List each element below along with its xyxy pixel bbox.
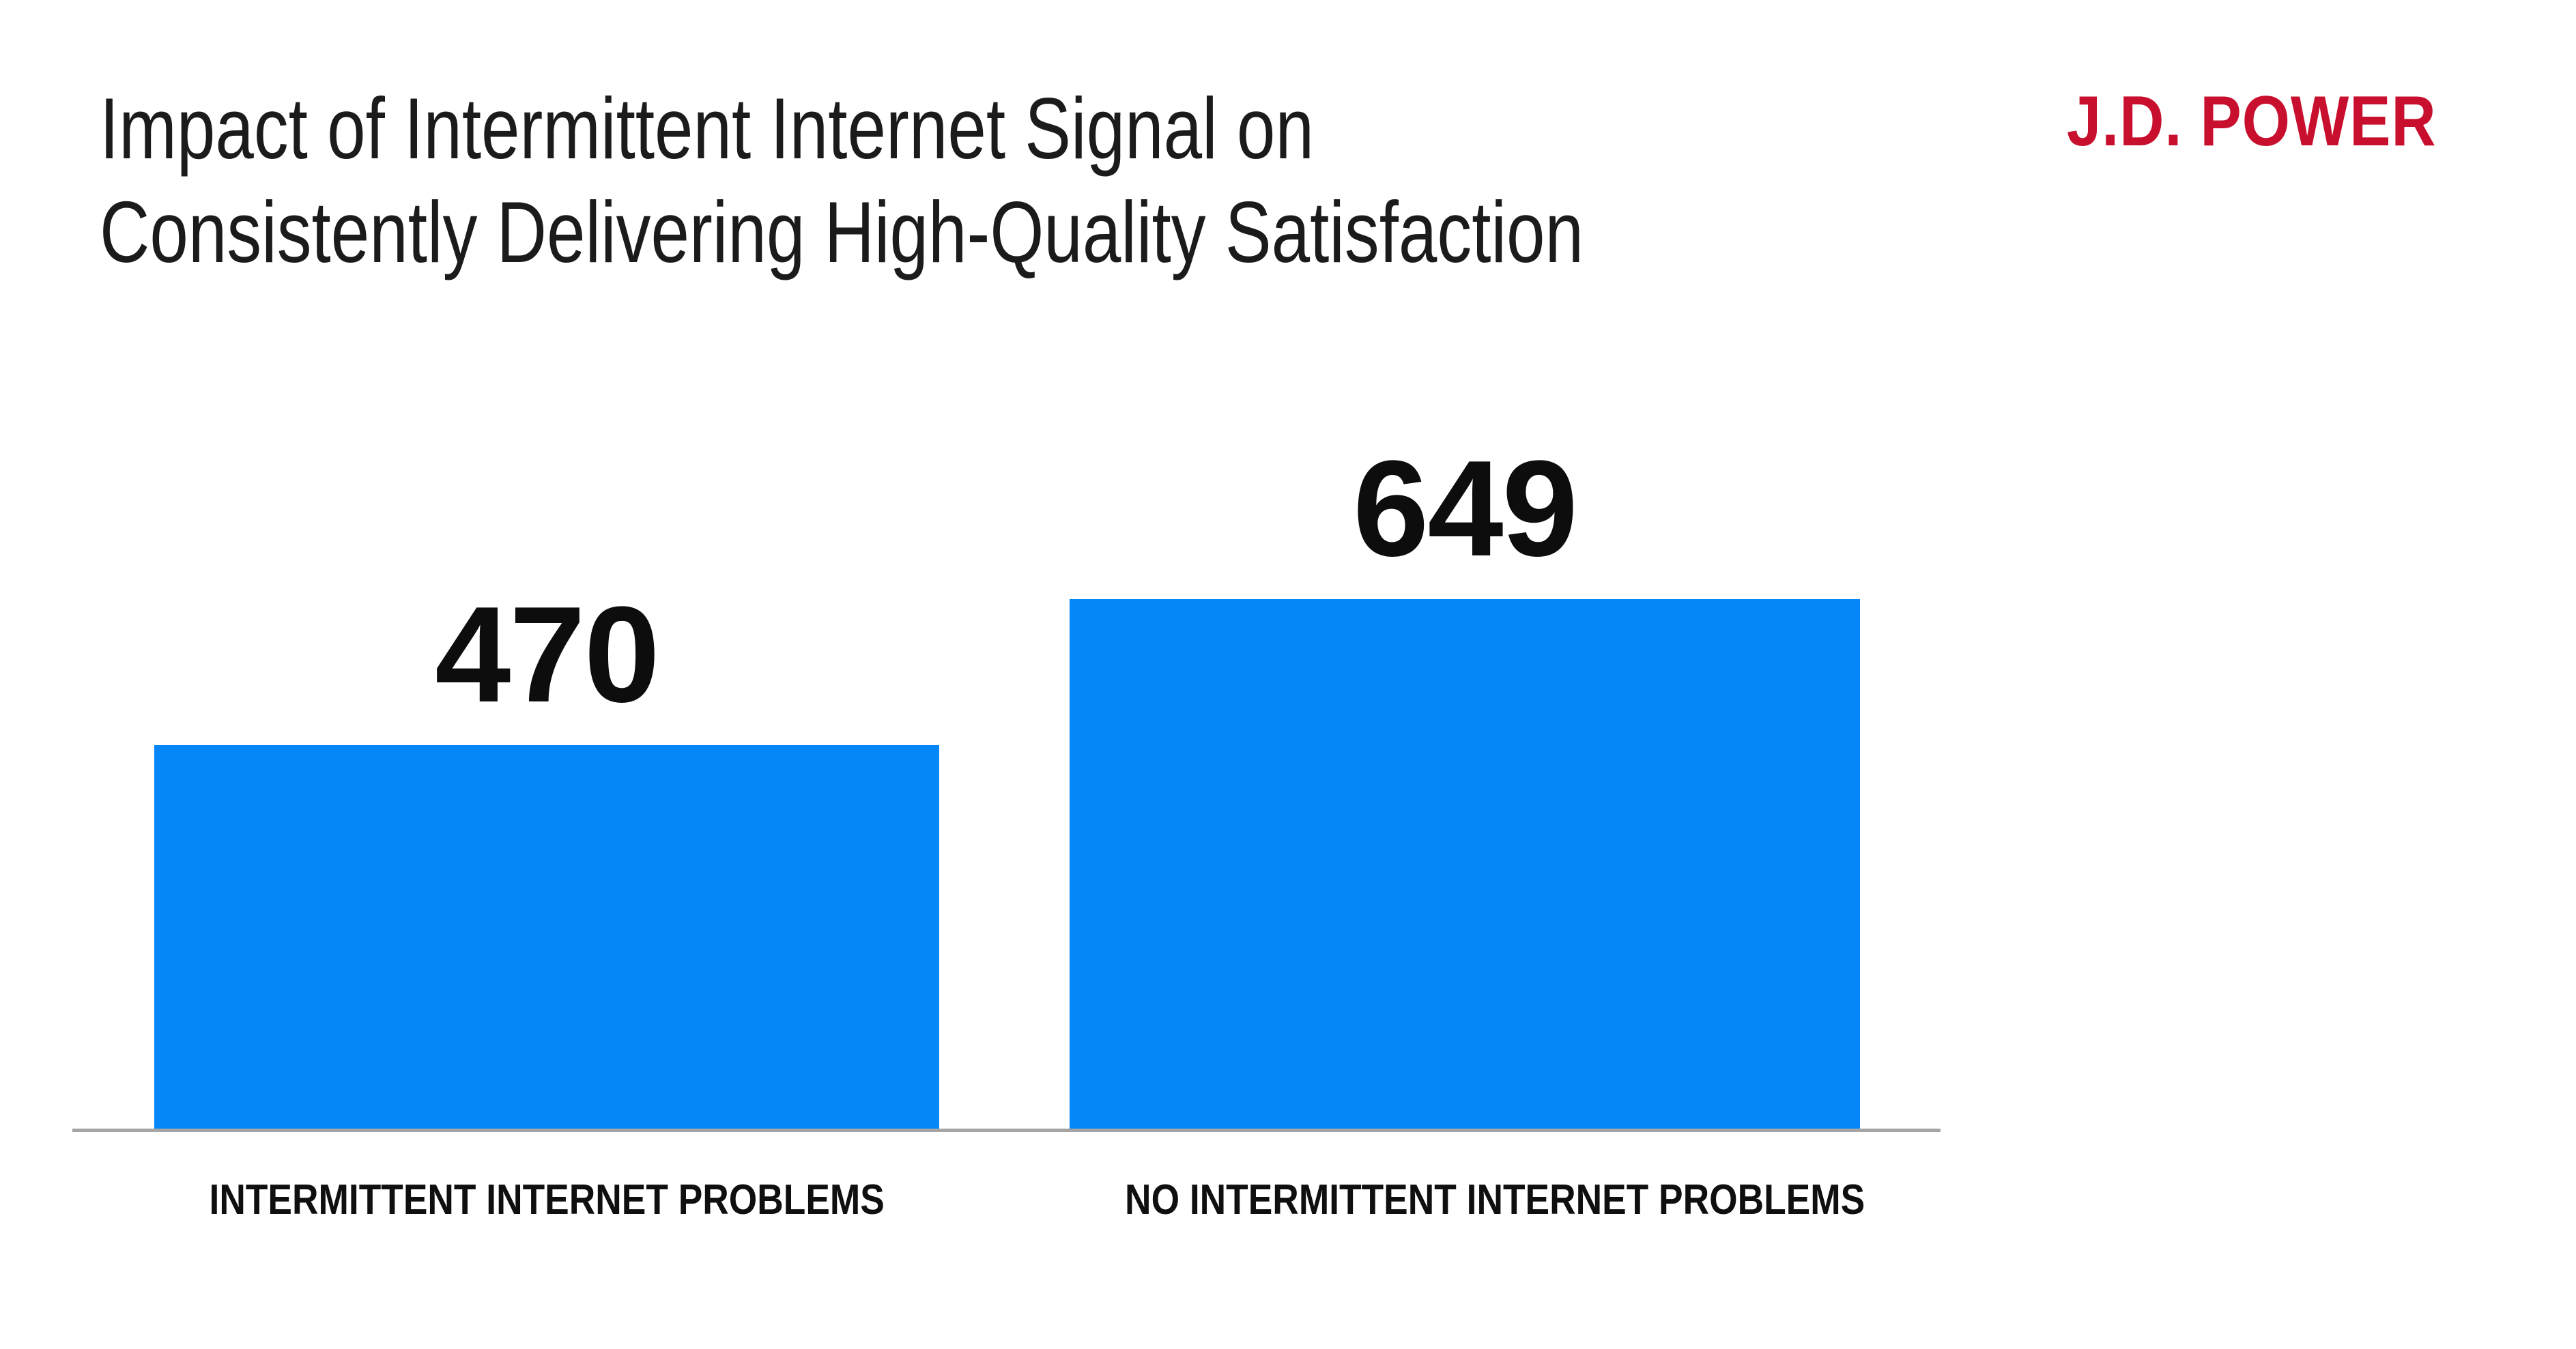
category-label-intermittent: INTERMITTENT INTERNET PROBLEMS	[209, 1176, 885, 1223]
chart-title: Impact of Intermittent Internet Signal o…	[100, 76, 1584, 284]
chart-title-line1: Impact of Intermittent Internet Signal o…	[100, 80, 1314, 177]
chart-title-line2: Consistently Delivering High-Quality Sat…	[100, 184, 1584, 280]
bar-no-intermittent-internet-problems	[1070, 599, 1860, 1129]
value-label-no-intermittent: 649	[1353, 433, 1578, 585]
jd-power-logo: J.D. POWER	[2067, 82, 2437, 161]
value-label-intermittent: 470	[435, 579, 660, 731]
x-axis-line	[72, 1129, 1941, 1132]
bar-intermittent-internet-problems	[154, 745, 939, 1129]
category-label-no-intermittent: NO INTERMITTENT INTERNET PROBLEMS	[1125, 1176, 1865, 1223]
